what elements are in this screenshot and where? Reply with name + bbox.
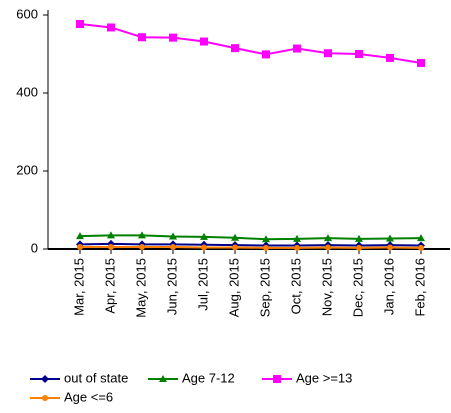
data-point <box>293 234 301 242</box>
data-point <box>387 244 393 251</box>
x-tick-label: Oct, 2015 <box>288 258 303 314</box>
data-point <box>386 53 394 62</box>
data-point <box>294 244 300 251</box>
data-point <box>77 244 83 251</box>
x-tick-label: Feb, 2016 <box>412 258 427 317</box>
data-point <box>201 244 207 251</box>
y-tick-label: 0 <box>31 240 38 255</box>
y-tick-label: 400 <box>16 84 38 99</box>
data-point <box>418 244 424 251</box>
x-tick-label: Nov, 2015 <box>319 258 334 316</box>
x-tick-label: Sep, 2015 <box>257 258 272 317</box>
data-point <box>262 50 270 59</box>
data-point <box>293 44 301 53</box>
data-point <box>138 231 146 239</box>
data-point <box>107 231 115 239</box>
data-point <box>170 244 176 251</box>
data-point <box>355 234 363 242</box>
data-point <box>200 37 208 46</box>
legend-label: Age >=13 <box>296 370 352 385</box>
data-point <box>108 244 114 251</box>
data-point <box>107 23 115 32</box>
legend-label: Age 7-12 <box>182 370 235 385</box>
data-point <box>76 19 84 28</box>
data-point <box>356 244 362 251</box>
x-tick-label: Jan, 2016 <box>381 258 396 315</box>
data-point <box>262 235 270 243</box>
data-point <box>324 49 332 58</box>
data-point <box>138 33 146 42</box>
x-tick-label: Aug, 2015 <box>226 258 241 317</box>
legend-marker <box>273 375 281 383</box>
y-tick-label: 600 <box>16 6 38 21</box>
series-line <box>79 22 422 64</box>
x-tick-label: May, 2015 <box>133 258 148 318</box>
x-tick-label: Dec, 2015 <box>350 258 365 317</box>
data-point <box>325 244 331 251</box>
legend-marker <box>41 375 49 383</box>
data-point <box>417 234 425 242</box>
x-tick-label: Mar, 2015 <box>71 258 86 316</box>
series-line <box>80 246 422 249</box>
x-tick-label: Jun, 2015 <box>164 258 179 315</box>
data-point <box>200 232 208 240</box>
data-point <box>324 234 332 242</box>
data-point <box>76 232 84 240</box>
data-point <box>386 234 394 242</box>
data-point <box>417 58 425 67</box>
data-point <box>355 50 363 58</box>
legend-label: out of state <box>64 370 128 385</box>
data-point <box>231 44 239 53</box>
series-line <box>79 234 422 241</box>
data-point <box>169 232 177 240</box>
series-line <box>79 242 422 247</box>
x-tick-label: Jul, 2015 <box>195 258 210 311</box>
data-point <box>232 244 238 251</box>
legend-marker <box>42 395 48 401</box>
y-tick-label: 200 <box>16 162 38 177</box>
data-point <box>139 244 145 251</box>
legend-label: Age <=6 <box>64 389 113 404</box>
data-point <box>169 33 177 42</box>
data-point <box>231 233 239 241</box>
data-point <box>263 244 269 251</box>
x-tick-label: Apr, 2015 <box>102 258 117 314</box>
legend-marker <box>159 375 167 382</box>
